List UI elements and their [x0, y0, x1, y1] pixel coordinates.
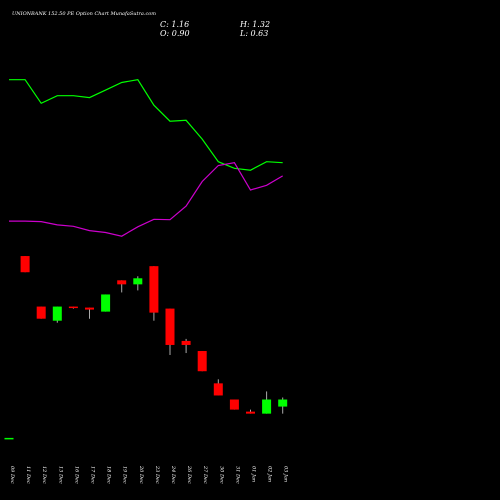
candle-body-down [197, 351, 207, 372]
candle-body-down [149, 266, 159, 313]
x-tick-label: 11 Dec [25, 466, 31, 484]
x-tick-label: 27 Dec [202, 465, 208, 484]
chart-title: UNIONBANK 152.50 PE Option Chart MunafaS… [12, 11, 156, 17]
candle-body-up [262, 399, 272, 414]
candle-body-down [213, 383, 223, 396]
x-tick-label: 30 Dec [218, 466, 224, 484]
x-tick-label: 16 Dec [73, 466, 79, 484]
low-readout: L: 0.63 [240, 29, 269, 38]
close-readout: C: 1.16 [160, 20, 190, 29]
candle-body-up [101, 294, 111, 312]
candle-body-up [52, 306, 62, 321]
candle-body-down [181, 340, 191, 345]
candle-body-down [85, 307, 94, 310]
x-tick-label: 09 Dec [9, 466, 15, 484]
x-tick-label: 20 Dec [138, 465, 144, 484]
candle-body-down [36, 306, 46, 319]
x-tick-label: 31 Dec [234, 466, 240, 484]
chart-title-symbol: UNIONBANK 152.50 PE Option [12, 11, 93, 17]
x-tick-label: 02 Jan [267, 466, 273, 482]
x-tick-label: 13 Dec [57, 466, 63, 484]
candle-body-down [229, 399, 239, 410]
indicator-line-1 [9, 79, 283, 171]
x-tick-label: 01 Jan [251, 466, 257, 482]
candle-body-up [133, 278, 143, 285]
indicator-line-2 [9, 162, 284, 237]
candle-body-down [165, 308, 175, 345]
chart-title-site: MunafaSutra.com [110, 11, 157, 17]
x-tick-label: 18 Dec [106, 466, 112, 484]
x-tick-label: 24 Dec [170, 465, 176, 484]
x-tick-label: 19 Dec [122, 466, 128, 484]
candle-body-up [278, 399, 288, 407]
x-tick-label: 26 Dec [186, 465, 192, 484]
open-readout: O: 0.90 [160, 29, 190, 38]
x-tick-label: 12 Dec [41, 466, 47, 484]
x-tick-label: 17 Dec [90, 466, 96, 484]
candle-body-down [117, 280, 127, 285]
candle-body-down [20, 256, 30, 273]
x-tick-label: 03 Jan [283, 466, 289, 482]
candle-body-up [4, 437, 14, 440]
chart-title-label: Chart [94, 11, 109, 17]
x-tick-label: 23 Dec [154, 465, 160, 484]
high-readout: H: 1.32 [240, 20, 271, 29]
candle-body-down [246, 411, 255, 414]
candle-body-down [68, 306, 78, 309]
